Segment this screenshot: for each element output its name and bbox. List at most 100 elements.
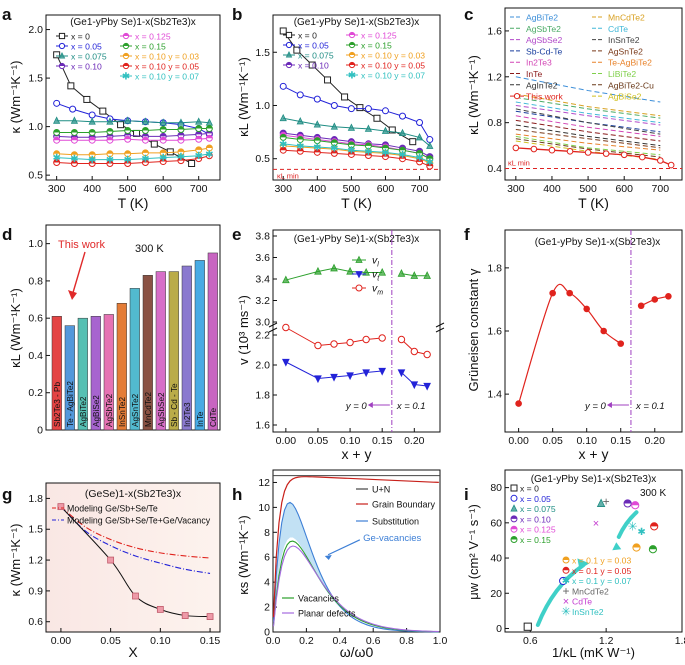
data-point [566, 289, 573, 297]
y-axis-label: κ (Wm⁻¹K⁻¹) [8, 524, 23, 597]
grain-boundary-curve [272, 476, 439, 618]
trend-arrow [535, 563, 586, 627]
panel-f: 0.00 0.05 0.10 0.15 0.20 1.4 1.6 1.8 (Ge1-yPby S… [487, 229, 683, 447]
x-tick-label: 0.15 [611, 435, 632, 447]
data-point [314, 266, 322, 275]
x-tick-label: 0.10 [576, 435, 597, 447]
data-point [347, 150, 355, 158]
data-point [159, 126, 167, 134]
y-tick-label: 10 [258, 502, 270, 514]
series-line [56, 147, 210, 156]
x-tick-label: 0.15 [200, 635, 221, 647]
x-tick-label: 500 [343, 183, 361, 195]
data-point [106, 136, 114, 144]
legend-label: AgBiTe2 [526, 13, 558, 23]
data-point [620, 151, 628, 159]
data-point [53, 51, 61, 59]
y-tick-label: 1.5 [28, 73, 43, 85]
data-point [364, 152, 372, 160]
data-point: ✱ [637, 527, 645, 538]
legend: U+N Grain Boundary Substitution Vacancies Pl… [282, 485, 436, 619]
data-point [378, 267, 387, 276]
x-tick-label: 700 [190, 183, 208, 195]
data-point [347, 123, 356, 131]
data-point [159, 136, 167, 144]
data-point [124, 116, 132, 124]
x-axis-label: 1/κL (mK W⁻¹) [552, 645, 635, 660]
x-tick-label: 300 [48, 183, 66, 195]
chart-title: (Ge1-yPby Se)1-x(Sb2Te3)x [294, 17, 420, 28]
category-label: AgSbSe2 [157, 392, 166, 427]
data-point [53, 116, 61, 124]
data-point [650, 522, 659, 531]
chart-title: (GeSe)1-x(Sb2Te3)x [85, 488, 182, 500]
data-point [415, 133, 424, 141]
data-point [512, 144, 520, 152]
legend-label: x = 0.075 [298, 51, 334, 61]
plot-frame [45, 14, 221, 181]
data-point [348, 41, 356, 49]
plot-background [46, 483, 220, 632]
y-tick-label: 8 [264, 527, 270, 539]
data-point [279, 146, 287, 154]
series-line [56, 120, 210, 124]
category-label: AgBiTe2 [79, 396, 88, 427]
plot-frame [272, 14, 441, 181]
data-point [665, 292, 672, 300]
data-point: ✱ [313, 143, 321, 154]
y-tick-label: 1.5 [255, 47, 270, 59]
category-label: AgBiSe2 [92, 395, 101, 427]
legend-label: In2Te3 [526, 58, 552, 68]
bar [155, 271, 166, 431]
x-tick-label: 0.00 [276, 435, 297, 447]
y-axis-label: κs (Wm⁻¹K⁻¹) [236, 515, 251, 594]
data-point [53, 159, 61, 167]
region-label: x = 0.1 [396, 401, 426, 412]
legend-label: AgSbTe2 [526, 24, 561, 34]
data-point [281, 358, 290, 367]
data-point [159, 158, 167, 166]
data-point [296, 117, 304, 125]
x-tick-label: 1.0 [433, 635, 448, 647]
data-point: ✱ [426, 157, 434, 168]
data-point [124, 135, 132, 143]
data-point [330, 101, 338, 109]
legend-label: This work [526, 92, 563, 102]
y-tick-label: 4 [264, 577, 270, 589]
legend-label: Modeling Ge/Sb+Se/Te+Ge/Vacancy [67, 516, 211, 526]
series-line [515, 93, 661, 117]
data-point [378, 367, 387, 376]
data-point [53, 136, 61, 144]
panel-letter: h [232, 485, 242, 504]
y-tick-label: 2.0 [28, 24, 43, 36]
kappa-min-label: κL min [508, 159, 530, 168]
data-point [124, 127, 132, 134]
legend-label: CdTe [608, 24, 628, 34]
bar [181, 265, 192, 431]
legend-label: x = 0.15 [520, 535, 551, 545]
category-label: Te - AgBiTe2 [66, 381, 75, 427]
category-label: AgSnTe2 [131, 393, 140, 427]
y-tick-label: 1.0 [28, 121, 43, 133]
data-point [205, 125, 213, 133]
x-tick-label: 0.05 [542, 435, 563, 447]
data-point [156, 605, 164, 613]
panel-letter: a [2, 5, 12, 24]
chart-title: (Ge1-yPby Se)1-x(Sb2Te3)x [535, 237, 661, 248]
annotation-arrowhead [324, 554, 332, 560]
data-point [510, 484, 518, 492]
data-point [67, 82, 75, 90]
axis-break [435, 322, 445, 333]
data-point [279, 133, 287, 141]
x-tick-label: 0.8 [399, 635, 414, 647]
data-point [373, 114, 381, 122]
data-point [510, 504, 518, 512]
annotation-label: Ge-vacancies [363, 533, 421, 544]
data-point [355, 255, 363, 263]
series-line [285, 361, 383, 380]
data-point [58, 42, 66, 50]
data-point: ✱ [330, 144, 338, 155]
series-line [515, 115, 661, 137]
